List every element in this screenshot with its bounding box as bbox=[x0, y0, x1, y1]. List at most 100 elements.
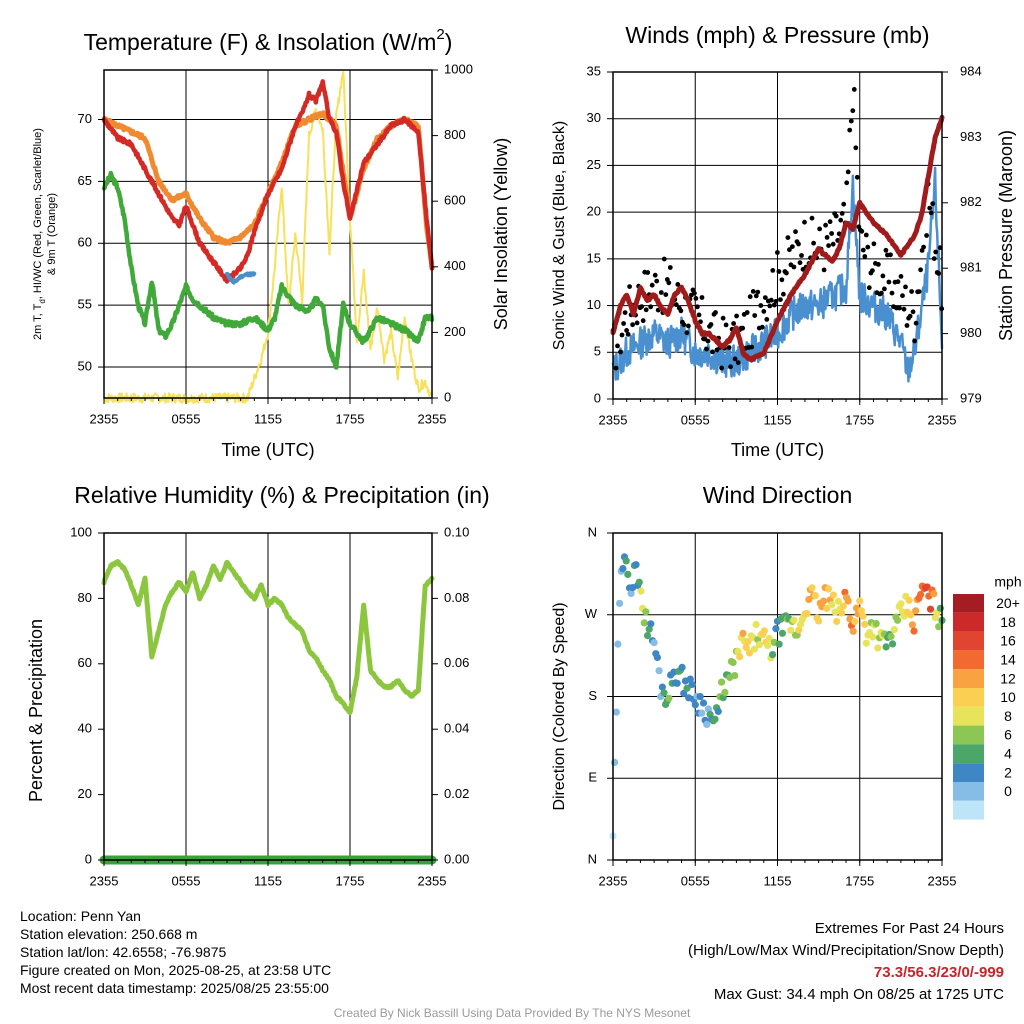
temp-ylabel-line2: & 9m T (Orange) bbox=[46, 193, 58, 275]
rh-ytick-label: 80 bbox=[78, 590, 92, 605]
gust-dot bbox=[859, 228, 865, 234]
direction-dot bbox=[889, 640, 897, 648]
dir-ytick-label: E bbox=[588, 770, 597, 785]
gust-dot bbox=[693, 296, 699, 301]
rh-xtick-label: 2355 bbox=[418, 873, 447, 888]
wind-frame bbox=[612, 71, 943, 400]
rh-title: Relative Humidity (%) & Precipitation (i… bbox=[74, 482, 489, 508]
gust-dot bbox=[719, 365, 724, 371]
legend-label: 18 bbox=[1000, 614, 1016, 630]
gust-dot bbox=[898, 274, 904, 279]
precip-ytick-label: 0.06 bbox=[444, 655, 469, 670]
extremes-subtitle: (High/Low/Max Wind/Precipitation/Snow De… bbox=[688, 942, 1004, 959]
direction-dot bbox=[805, 595, 813, 604]
direction-dot bbox=[612, 708, 620, 716]
direction-dot bbox=[862, 639, 870, 647]
direction-dot bbox=[750, 645, 759, 653]
gust-dot bbox=[773, 299, 779, 304]
dir-xtick-label: 0555 bbox=[681, 873, 710, 888]
direction-dot bbox=[699, 699, 708, 707]
gust-dot bbox=[827, 219, 833, 225]
direction-dot bbox=[764, 641, 772, 650]
gust-dot bbox=[845, 169, 851, 175]
gust-dot bbox=[851, 87, 857, 92]
gust-dot bbox=[666, 280, 672, 286]
data-layer bbox=[99, 71, 984, 865]
gust-dot bbox=[824, 235, 830, 240]
direction-dot bbox=[658, 683, 667, 691]
direction-dot bbox=[765, 634, 773, 643]
gust-dot bbox=[823, 222, 828, 228]
precip-ytick-label: 0.08 bbox=[444, 590, 469, 605]
direction-dot bbox=[678, 663, 686, 672]
gust-dot bbox=[790, 244, 795, 250]
credit-text: Created By Nick Bassill Using Data Provi… bbox=[333, 1006, 691, 1020]
direction-dot bbox=[619, 565, 627, 573]
gust-dot bbox=[645, 270, 651, 275]
dir-xtick-label: 2355 bbox=[599, 873, 628, 888]
gust-dot bbox=[930, 201, 936, 207]
temp-ylabel-sub: d bbox=[38, 299, 47, 303]
wind-ylabel: Sonic Wind & Gust (Blue, Black) bbox=[551, 121, 568, 350]
wind-ytick-label: 15 bbox=[587, 250, 601, 265]
legend-swatch bbox=[953, 763, 984, 782]
rh-xtick-label: 2355 bbox=[90, 873, 119, 888]
gust-dot bbox=[883, 247, 889, 253]
frame-layer bbox=[98, 69, 948, 866]
temp-ytick-label: 70 bbox=[78, 111, 92, 126]
direction-dot bbox=[624, 570, 632, 579]
dir-ytick-label: W bbox=[585, 606, 598, 621]
temp-ytick-label: 55 bbox=[78, 297, 92, 312]
dir-ylabel: Direction (Colored By Speed) bbox=[551, 602, 568, 810]
gust-dot bbox=[622, 310, 628, 315]
direction-dot bbox=[856, 597, 864, 605]
wind-ytick-label: 10 bbox=[587, 297, 601, 312]
gust-dot bbox=[731, 321, 736, 326]
gust-dot bbox=[648, 304, 654, 310]
gust-dot bbox=[785, 235, 791, 241]
direction-dot bbox=[622, 557, 630, 565]
solar-ylabel: Solar Insolation (Yellow) bbox=[491, 138, 511, 330]
direction-dot bbox=[721, 688, 729, 697]
wind-xtick-label: 1755 bbox=[845, 412, 874, 427]
direction-dot bbox=[882, 643, 890, 651]
direction-dot bbox=[688, 680, 696, 689]
gust-dot bbox=[779, 277, 785, 283]
direction-dot bbox=[772, 625, 780, 633]
gust-dot bbox=[640, 318, 646, 324]
gust-dot bbox=[726, 345, 732, 350]
legend-swatch bbox=[953, 744, 984, 764]
legend-swatch bbox=[953, 782, 984, 801]
gust-dot bbox=[839, 211, 845, 216]
gust-dot bbox=[927, 205, 933, 211]
temp-xtick-label: 2355 bbox=[90, 411, 119, 426]
gust-dot bbox=[615, 343, 620, 349]
rh-ytick-label: 0 bbox=[85, 851, 92, 866]
gust-dot bbox=[871, 241, 877, 247]
temp-xtick-label: 0555 bbox=[172, 411, 201, 426]
gust-dot bbox=[889, 290, 895, 296]
direction-dot bbox=[686, 675, 694, 683]
gust-dot bbox=[799, 253, 804, 258]
gust-dot bbox=[752, 313, 758, 318]
gust-dot bbox=[865, 244, 871, 250]
gust-dot bbox=[723, 322, 729, 328]
rh-ytick-label: 40 bbox=[78, 721, 92, 736]
gust-dot bbox=[797, 260, 803, 266]
gust-dot bbox=[643, 307, 649, 313]
direction-dot bbox=[627, 589, 635, 598]
legend-label: 0 bbox=[1004, 783, 1012, 799]
direction-dot bbox=[841, 588, 849, 596]
gust-dot bbox=[879, 290, 884, 296]
gust-dot bbox=[817, 226, 822, 232]
temp-ytick-label: 65 bbox=[78, 173, 92, 188]
gust-dot bbox=[901, 306, 907, 312]
direction-dot bbox=[632, 561, 640, 569]
gust-dot bbox=[634, 320, 640, 326]
temp-title: Temperature (F) & Insolation (W/m2) bbox=[84, 26, 453, 55]
gust-dot bbox=[791, 264, 797, 270]
direction-dot bbox=[778, 629, 787, 637]
direction-dot bbox=[869, 633, 877, 641]
wind-xtick-label: 2355 bbox=[599, 412, 628, 427]
gust-dot bbox=[916, 289, 922, 294]
